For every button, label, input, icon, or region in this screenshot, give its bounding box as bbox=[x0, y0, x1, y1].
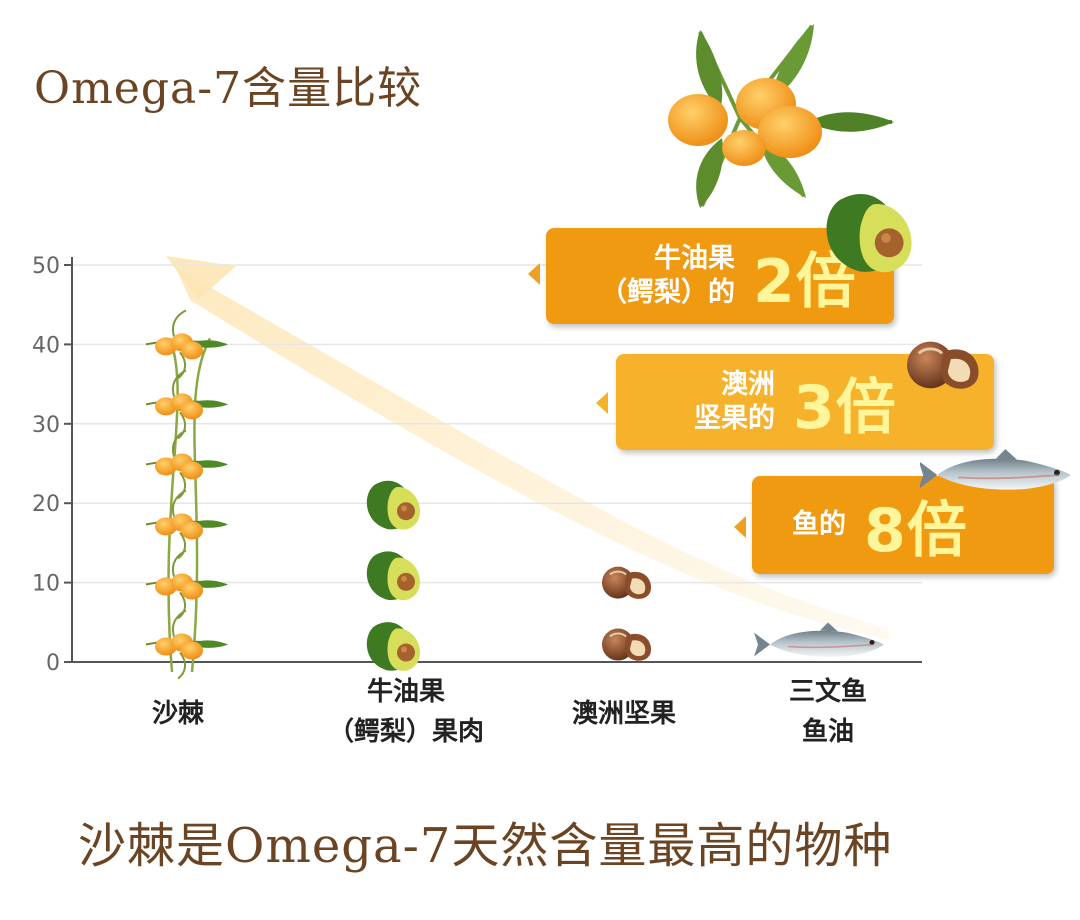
y-tick-label: 30 bbox=[32, 413, 60, 438]
y-tick-label: 10 bbox=[32, 572, 60, 597]
y-tick-label: 0 bbox=[46, 651, 60, 676]
callout-macadamia: 澳洲 坚果的 3倍 bbox=[616, 354, 994, 450]
category-label: 牛油果 bbox=[367, 677, 445, 707]
callout-pointer bbox=[528, 263, 540, 285]
sea-buckthorn-icon bbox=[145, 489, 229, 560]
callout-pointer bbox=[596, 392, 608, 414]
category-label: 沙棘 bbox=[152, 699, 205, 729]
chart-title: Omega-7含量比较 bbox=[34, 63, 423, 114]
bar-avocado bbox=[366, 480, 420, 671]
vine-stem bbox=[190, 337, 212, 673]
y-tick-label: 20 bbox=[32, 492, 60, 517]
callout-fish-multiplier: 8倍 bbox=[864, 495, 968, 566]
sea-buckthorn-icon bbox=[145, 369, 229, 440]
avocado-icon bbox=[366, 551, 420, 601]
callout-macadamia-multiplier: 3倍 bbox=[793, 372, 897, 443]
category-label: 澳洲坚果 bbox=[572, 699, 676, 729]
macadamia-nut-icon bbox=[601, 565, 653, 600]
salmon-icon bbox=[920, 448, 1072, 491]
y-tick-label: 50 bbox=[32, 254, 60, 279]
callout-macadamia-text: 澳洲 坚果的 bbox=[694, 369, 775, 434]
avocado-icon bbox=[366, 480, 420, 530]
avocado-icon bbox=[366, 622, 420, 671]
chart-axes bbox=[71, 257, 922, 663]
category-label: 鱼油 bbox=[802, 717, 854, 747]
y-axis-ticks: 0 10 20 30 40 50 bbox=[32, 254, 72, 676]
macadamia-nut-icon bbox=[601, 627, 653, 662]
callout-avocado-text: 牛油果 （鳄梨）的 bbox=[600, 243, 735, 308]
callout-fish: 鱼的 8倍 bbox=[752, 476, 1054, 574]
callout-pointer bbox=[734, 516, 746, 538]
y-tick-label: 40 bbox=[32, 333, 60, 358]
avocado-icon bbox=[826, 194, 912, 273]
sea-buckthorn-icon bbox=[145, 309, 229, 380]
sea-buckthorn-icon bbox=[145, 549, 229, 620]
sea-buckthorn-branch-icon bbox=[668, 24, 894, 208]
trend-arrow bbox=[166, 256, 890, 640]
sea-buckthorn-icon bbox=[145, 609, 229, 680]
category-label: （鳄梨）果肉 bbox=[328, 717, 484, 747]
bar-sea-buckthorn bbox=[145, 309, 229, 680]
callout-fish-text: 鱼的 bbox=[792, 509, 846, 540]
macadamia-nut-icon bbox=[905, 340, 981, 391]
chart-marks bbox=[145, 309, 885, 680]
category-label: 三文鱼 bbox=[789, 676, 867, 707]
bar-macadamia-nut bbox=[601, 565, 653, 662]
footer-caption: 沙棘是Omega-7天然含量最高的物种 bbox=[78, 818, 893, 874]
sea-buckthorn-icon bbox=[145, 429, 229, 500]
